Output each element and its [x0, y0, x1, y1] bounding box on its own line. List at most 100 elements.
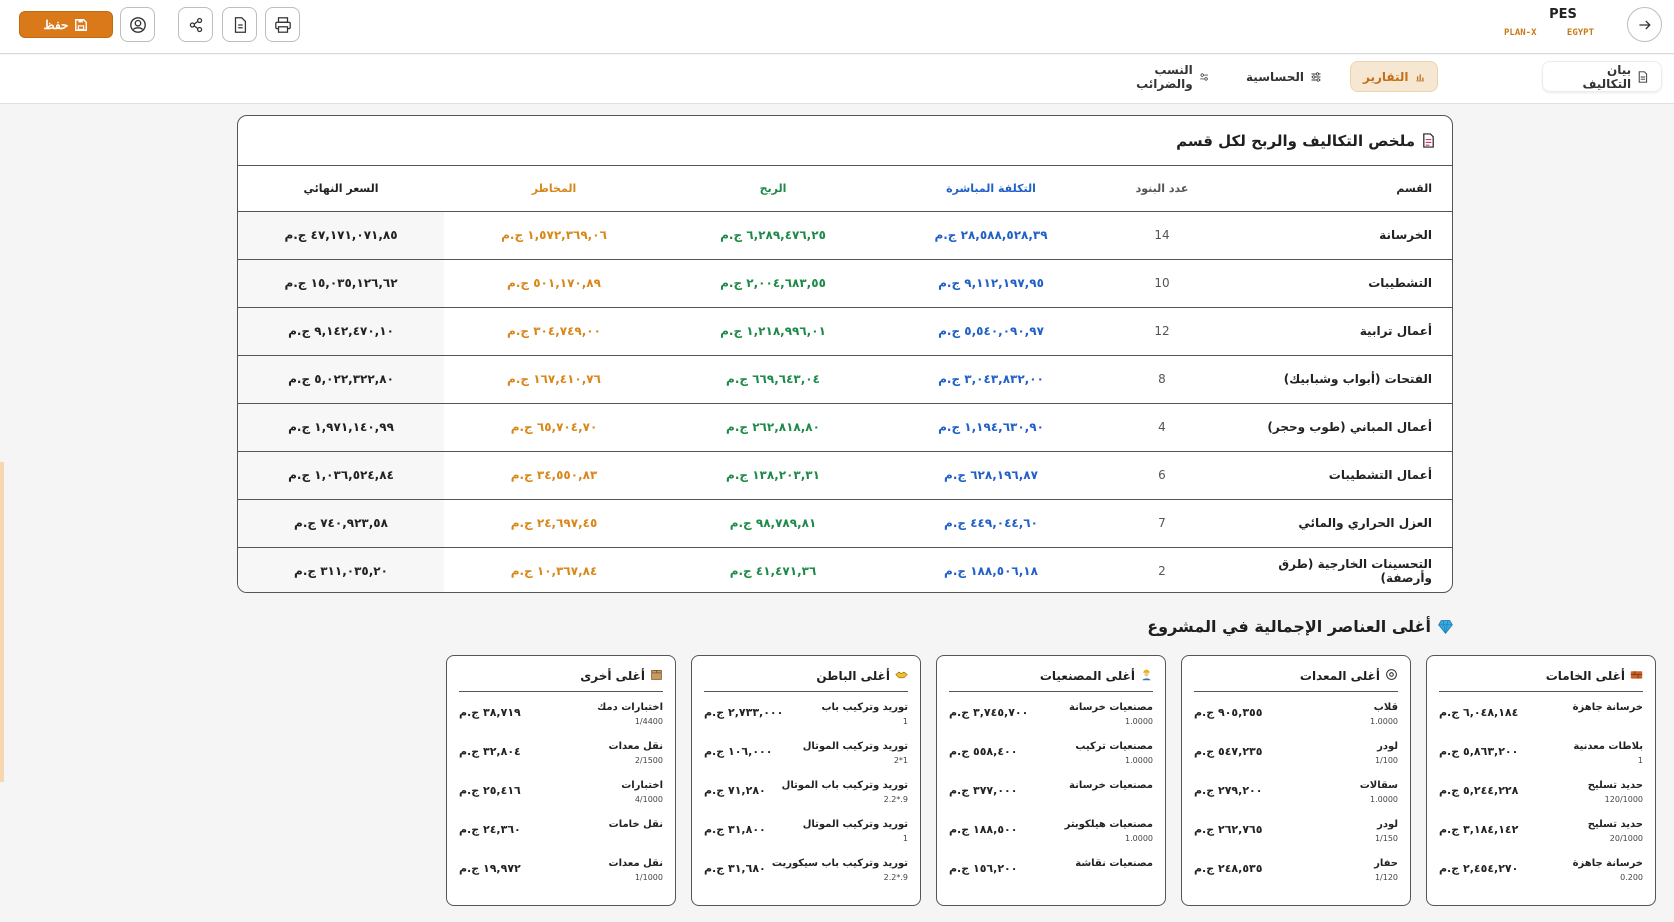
item-value: ٣٨,٧١٩ ج.م [459, 706, 521, 719]
table-header-row: القسم عدد البنود التكلفة المباشرة الربح … [238, 166, 1452, 212]
table-row: التشطيبات 10 ٩,١١٢,١٩٧,٩٥ ج.م ٢,٠٠٤,٦٨٣,٥٥ … [238, 259, 1452, 308]
item-qty: 120/1000 [1604, 795, 1643, 804]
item-qty: 1 [1637, 756, 1643, 765]
profit-cell: ٦٦٩,٦٤٣,٠٤ ج.م [664, 355, 882, 404]
document-icon [1638, 70, 1648, 83]
list-item: توريد وتركيب الموتال 1*2 ١٠٦,٠٠٠ ج.م [704, 731, 908, 770]
item-name: مصنعيات خرسانة [1069, 702, 1153, 713]
list-item: مصنعيات نقاشة ١٥٦,٢٠٠ ج.م [949, 848, 1153, 887]
direct-cost-cell: ٤٤٩,٠٤٤,٦٠ ج.م [882, 499, 1100, 548]
item-name: مصنعيات نقاشة [1075, 858, 1153, 869]
save-button-label: حفظ [43, 17, 69, 32]
list-item: لودر 1/100 ٥٤٧,٢٣٥ ج.م [1194, 731, 1398, 770]
tab-reports[interactable]: التقارير [1350, 61, 1438, 92]
final-price-cell: ١٥,٠٣٥,١٢٦,٦٢ ج.م [238, 259, 444, 308]
profit-cell: ٦,٢٨٩,٤٧٦,٢٥ ج.م [664, 211, 882, 260]
direct-cost-cell: ٩,١١٢,١٩٧,٩٥ ج.م [882, 259, 1100, 308]
list-item: لودر 1/150 ٢٦٢,٧٦٥ ج.م [1194, 809, 1398, 848]
item-name: نقل معدات [608, 858, 663, 869]
print-button[interactable] [265, 7, 300, 42]
item-name: نقل معدات [608, 741, 663, 752]
item-value: ٦,٠٤٨,١٨٤ ج.م [1439, 706, 1519, 719]
count-cell: 2 [1158, 564, 1166, 579]
section-cell: الفتحات (أبواب وشبابيك) [1224, 355, 1452, 404]
risk-cell: ٢٤,٦٩٧,٤٥ ج.م [444, 499, 664, 548]
section-cell: التحسينات الخارجية (طرق وأرصفة) [1278, 557, 1432, 586]
item-name: لودر [1377, 741, 1398, 752]
header-count: عدد البنود [1100, 166, 1224, 212]
user-circle-icon [129, 16, 146, 33]
tab-sensitivity[interactable]: الحساسية [1234, 61, 1334, 92]
list-item: اختبارات دمك 1/4400 ٣٨,٧١٩ ج.م [459, 692, 663, 731]
item-qty: 9.*2.2 [883, 795, 908, 804]
direct-cost-cell: ٦٢٨,١٩٦,٨٧ ج.م [882, 451, 1100, 500]
item-value: ٢٦٢,٧٦٥ ج.م [1194, 823, 1263, 836]
item-value: ٥٥٨,٤٠٠ ج.م [949, 745, 1018, 758]
item-name: توريد وتركيب باب سيكوريت [771, 858, 908, 869]
share-icon [189, 17, 202, 32]
count-cell: 10 [1100, 259, 1224, 308]
item-name: اختبارات دمك [597, 702, 663, 713]
list-item: توريد وتركيب الموتال 1 ٣١,٨٠٠ ج.م [704, 809, 908, 848]
summary-table: القسم عدد البنود التكلفة المباشرة الربح … [238, 166, 1452, 592]
tab-ratios-taxes[interactable]: النسب والضرائب [1096, 61, 1221, 92]
top-items-card-title: أغلى أخرى [459, 668, 663, 692]
card-title-text: أغلى المصنعيات [1039, 669, 1135, 683]
item-qty: 1*2 [893, 756, 908, 765]
gear-icon [1385, 668, 1398, 684]
item-value: ١٩,٩٧٢ ج.م [459, 862, 521, 875]
item-name: خرسانة جاهزة [1572, 702, 1643, 713]
printer-icon [274, 16, 291, 33]
header-direct-cost: التكلفة المباشرة [882, 166, 1100, 212]
user-button[interactable] [120, 7, 155, 42]
top-items-heading-text: أغلى العناصر الإجمالية في المشروع [1147, 617, 1431, 636]
table-row: التحسينات الخارجية (طرق وأرصفة) 2 ١٨٨,٥٠٦,… [238, 547, 1452, 592]
item-value: ٩٠٥,٣٥٥ ج.م [1194, 706, 1263, 719]
item-name: بلاطات معدنية [1573, 741, 1643, 752]
card-title-text: أغلى المعدات [1299, 669, 1380, 683]
item-qty: 1.0000 [1125, 756, 1153, 765]
list-item: سقالات 1.0000 ٢٧٩,٢٠٠ ج.م [1194, 770, 1398, 809]
box-icon [650, 668, 663, 684]
top-bar: حفظ PES PLAN-X EGYPT [0, 0, 1674, 54]
top-items-card-title: أغلى الخامات [1439, 668, 1643, 692]
direct-cost-cell: ٢٨,٥٨٨,٥٢٨,٣٩ ج.م [882, 211, 1100, 260]
item-value: ٥٤٧,٢٣٥ ج.م [1194, 745, 1263, 758]
table-row: العزل الحراري والمائي 7 ٤٤٩,٠٤٤,٦٠ ج.م ٩٨,٧… [238, 499, 1452, 548]
item-qty: 20/1000 [1609, 834, 1643, 843]
profit-cell: ١,٢١٨,٩٩٦,٠١ ج.م [664, 307, 882, 356]
list-item: مصنعيات هيلكوبتر 1.0000 ١٨٨,٥٠٠ ج.م [949, 809, 1153, 848]
item-qty: 1/150 [1374, 834, 1398, 843]
section-cell: أعمال التشطيبات [1224, 451, 1452, 500]
section-cell: الخرسانة [1224, 211, 1452, 260]
item-qty: 1/4400 [634, 717, 663, 726]
section-cell: العزل الحراري والمائي [1224, 499, 1452, 548]
item-qty: 1.0000 [1370, 717, 1398, 726]
sliders-icon [1311, 71, 1321, 82]
bricks-icon [1630, 668, 1643, 684]
header-profit: الربح [664, 166, 882, 212]
summary-title: ملخص التكاليف والربح لكل قسم [238, 116, 1452, 166]
direct-cost-cell: ٥,٥٤٠,٠٩٠,٩٧ ج.م [882, 307, 1100, 356]
item-name: نقل خامات [608, 819, 663, 830]
tabs-bar: بيان التكاليف التقارير الحساسية النسب وا… [0, 55, 1674, 104]
brand-left: PLAN-X [1504, 28, 1537, 38]
list-item: خرسانة جاهزة ٦,٠٤٨,١٨٤ ج.م [1439, 692, 1643, 731]
back-button[interactable] [1627, 7, 1662, 42]
save-button[interactable]: حفظ [19, 11, 113, 38]
item-qty: 1/1000 [634, 873, 663, 882]
direct-cost-cell: ١٨٨,٥٠٦,١٨ ج.م [944, 564, 1038, 579]
item-value: ٥,٨٦٣,٢٠٠ ج.م [1439, 745, 1519, 758]
diamond-icon [1438, 620, 1453, 634]
item-value: ٢٤,٣٦٠ ج.م [459, 823, 521, 836]
tab-label: التقارير [1363, 69, 1409, 84]
tab-cost-statement[interactable]: بيان التكاليف [1542, 61, 1662, 92]
item-value: ٥,٢٤٤,٢٢٨ ج.م [1439, 784, 1519, 797]
export-button[interactable] [222, 7, 257, 42]
risk-cell: ١٠,٣٦٧,٨٤ ج.م [444, 547, 664, 592]
header-risk: المخاطر [444, 166, 664, 212]
share-button[interactable] [178, 7, 213, 42]
item-qty: 1.0000 [1125, 834, 1153, 843]
list-item: بلاطات معدنية 1 ٥,٨٦٣,٢٠٠ ج.م [1439, 731, 1643, 770]
item-value: ٢,٧٣٣,٠٠٠ ج.م [704, 706, 784, 719]
